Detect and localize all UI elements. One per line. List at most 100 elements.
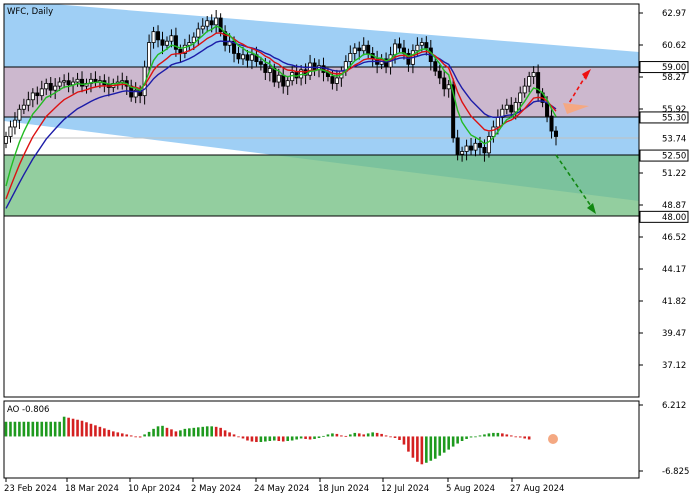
ao-bar bbox=[366, 433, 370, 437]
candle-body bbox=[482, 146, 487, 154]
candle-body bbox=[93, 78, 98, 83]
ao-bar bbox=[161, 425, 164, 437]
ao-bar bbox=[129, 435, 133, 437]
ao-bar bbox=[255, 436, 258, 443]
candle-body bbox=[12, 119, 17, 128]
y-tick-label: 46.52 bbox=[662, 233, 686, 243]
ao-label: AO -0.806 bbox=[7, 405, 49, 415]
ao-bar bbox=[456, 436, 459, 444]
ao-bar bbox=[138, 436, 142, 438]
ao-bar bbox=[85, 422, 88, 437]
candle-body bbox=[424, 42, 429, 49]
candle-body bbox=[39, 88, 44, 97]
candle-body bbox=[312, 62, 317, 71]
ao-bar bbox=[183, 428, 187, 437]
ao-bar bbox=[80, 420, 84, 437]
y-tick-label: 60.62 bbox=[662, 41, 686, 51]
ao-bar bbox=[116, 432, 120, 437]
ao-bar bbox=[299, 436, 303, 439]
ao-bar bbox=[143, 434, 146, 437]
candle-body bbox=[196, 28, 201, 38]
ao-bar bbox=[179, 430, 182, 437]
price-level-label: 48.00 bbox=[662, 213, 686, 223]
ao-bar bbox=[322, 435, 325, 437]
candle-body bbox=[477, 142, 482, 148]
candle-body bbox=[495, 117, 500, 128]
candle-body bbox=[8, 126, 13, 137]
ao-marker bbox=[548, 434, 558, 444]
x-tick-label: 2 May 2024 bbox=[191, 484, 241, 494]
ao-bar bbox=[362, 434, 366, 437]
candle-body bbox=[393, 43, 398, 56]
candle-body bbox=[151, 31, 156, 43]
ao-bar bbox=[331, 433, 334, 437]
ao-bar bbox=[487, 433, 491, 437]
candle-body bbox=[446, 84, 451, 90]
candle-body bbox=[53, 85, 58, 91]
ao-bar bbox=[170, 429, 173, 437]
candle-body bbox=[455, 137, 460, 155]
x-tick-label: 18 Jun 2024 bbox=[318, 484, 369, 494]
ao-bar bbox=[402, 436, 406, 445]
candle-body bbox=[509, 104, 514, 113]
ao-bar bbox=[465, 436, 468, 439]
candle-body bbox=[133, 89, 138, 98]
main-plot[interactable] bbox=[4, 0, 639, 217]
candle-body bbox=[513, 102, 518, 113]
candle-body bbox=[205, 20, 210, 27]
candle-body bbox=[258, 61, 263, 65]
candle-body bbox=[464, 145, 469, 152]
target-triangle bbox=[563, 103, 589, 114]
candle-body bbox=[240, 54, 245, 60]
ao-plot[interactable] bbox=[4, 416, 558, 465]
ao-bar bbox=[416, 436, 419, 462]
candle-body bbox=[361, 44, 366, 52]
ao-bar bbox=[147, 431, 151, 437]
price-level-box bbox=[639, 210, 689, 223]
ao-bar bbox=[483, 434, 486, 437]
candle-body bbox=[30, 92, 35, 101]
x-tick-label: 18 Mar 2024 bbox=[65, 484, 119, 494]
ao-bar bbox=[107, 429, 111, 437]
candle-body bbox=[352, 47, 357, 54]
ao-bar bbox=[18, 421, 21, 437]
ao-bar bbox=[505, 434, 509, 437]
candle-body bbox=[549, 115, 554, 132]
ao-bar bbox=[398, 436, 401, 440]
ao-bar bbox=[375, 432, 379, 437]
candle-body bbox=[245, 54, 250, 61]
price-level-box bbox=[639, 132, 689, 145]
ao-bar bbox=[192, 427, 196, 437]
candle-body bbox=[554, 130, 559, 137]
candle-body bbox=[527, 76, 532, 87]
ao-bar bbox=[349, 434, 352, 437]
y-tick-label: 51.22 bbox=[662, 169, 686, 179]
ao-bar bbox=[304, 436, 307, 439]
x-tick-label: 24 May 2024 bbox=[254, 484, 309, 494]
ao-bar bbox=[438, 436, 442, 456]
ao-bar bbox=[272, 436, 276, 441]
price-level-label: 59.00 bbox=[662, 63, 686, 73]
ao-bar bbox=[76, 419, 79, 437]
ao-bar bbox=[53, 421, 57, 437]
candle-body bbox=[500, 108, 505, 118]
ao-bar bbox=[232, 434, 236, 437]
x-tick-label: 23 Feb 2024 bbox=[4, 484, 57, 494]
ao-bar bbox=[407, 436, 410, 452]
price-level-box bbox=[639, 149, 689, 162]
candle-body bbox=[518, 92, 523, 103]
candle-body bbox=[169, 35, 174, 42]
ao-bar bbox=[241, 436, 245, 439]
ao-bar bbox=[447, 436, 450, 450]
ao-frame bbox=[3, 400, 640, 479]
candle-body bbox=[531, 72, 536, 77]
ao-bar bbox=[49, 421, 53, 437]
ao-bar bbox=[165, 427, 169, 437]
candle-body bbox=[173, 35, 178, 50]
ao-bar bbox=[4, 421, 8, 437]
resistance-zone bbox=[4, 67, 639, 117]
ao-bar bbox=[228, 432, 231, 437]
candle-body bbox=[249, 54, 254, 61]
